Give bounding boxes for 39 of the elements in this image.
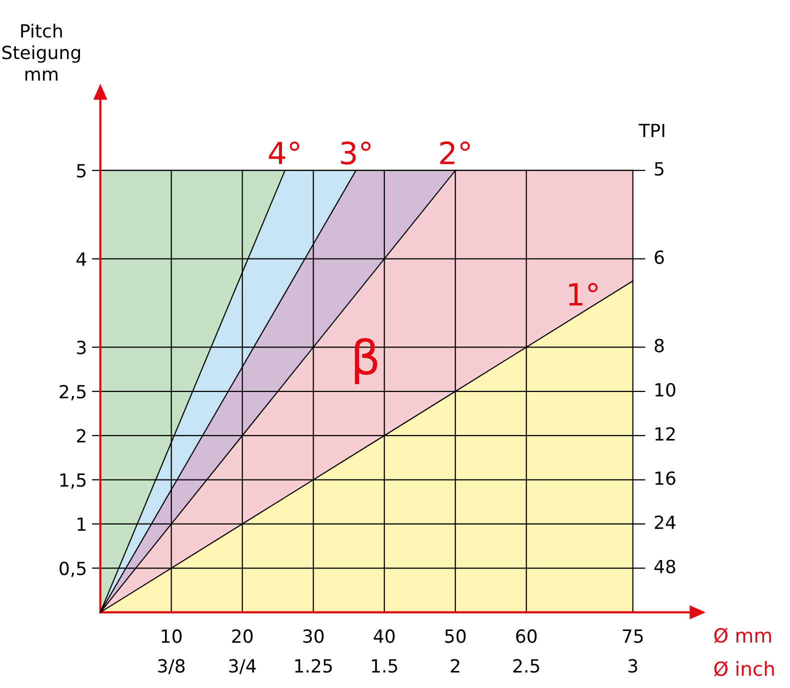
- x-tick-label: 75: [622, 630, 643, 643]
- annotation: 5: [654, 162, 664, 176]
- y-tick-label: 1,5: [60, 473, 86, 489]
- y-tick-label: 2,5: [60, 384, 86, 400]
- annotation: TPI: [638, 124, 664, 138]
- y-tick-label: 5: [77, 164, 86, 178]
- annotation: 4°: [268, 141, 300, 164]
- annotation: 3°: [341, 141, 371, 165]
- y-tick-label: 1: [78, 518, 86, 531]
- text: 1.25: [295, 659, 332, 673]
- annotation: 24: [654, 516, 676, 529]
- annotation: 48: [654, 560, 676, 574]
- annotation: 12: [655, 427, 675, 441]
- text: 3/4: [229, 659, 256, 674]
- annotation: 1°: [569, 282, 598, 306]
- x-tick-label: 10: [162, 629, 182, 643]
- y-tick-label: 4: [76, 252, 86, 266]
- annotation: 6: [654, 250, 664, 264]
- x-tick-label: 40: [374, 629, 395, 643]
- annotation: β: [354, 338, 378, 384]
- text: 2.5: [513, 659, 540, 673]
- text: 1.5: [372, 659, 398, 673]
- annotation: 8: [654, 338, 664, 352]
- annotation: 10: [655, 382, 676, 397]
- x-tick-label: 20: [232, 629, 253, 643]
- text: Ø inch: [714, 660, 774, 676]
- annotation: 16: [655, 471, 676, 485]
- text: 3: [628, 659, 638, 673]
- x-tick-label: 30: [303, 629, 324, 643]
- x-tick-label: 60: [516, 629, 537, 643]
- text: 3/8: [158, 659, 185, 674]
- y-axis-title: Pitch Steigung mm: [2, 24, 80, 81]
- y-tick-label: 2: [76, 429, 86, 442]
- text: 2: [450, 659, 460, 672]
- x-axis-title: Ø mm: [714, 628, 771, 644]
- annotation: 2°: [440, 141, 470, 164]
- x-tick-label: 50: [445, 629, 466, 643]
- y-tick-label: 3: [77, 340, 86, 354]
- y-tick-label: 0,5: [60, 562, 86, 578]
